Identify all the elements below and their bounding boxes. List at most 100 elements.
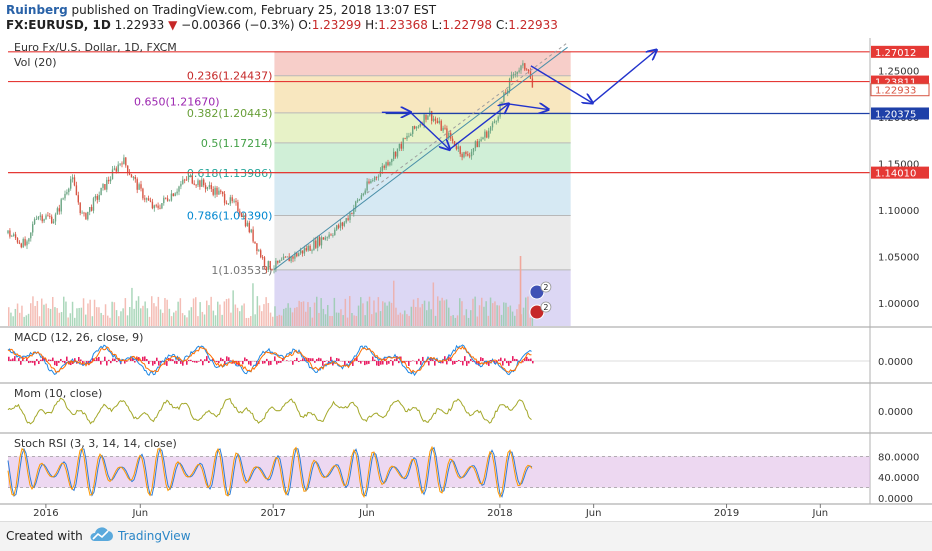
- tradingview-brand[interactable]: TradingView: [118, 529, 191, 543]
- volume-bar: [182, 313, 184, 326]
- volume-bar: [446, 299, 448, 326]
- candle-body: [359, 199, 360, 200]
- candle-body: [513, 74, 514, 75]
- candle-body: [520, 66, 521, 71]
- volume-bar: [397, 315, 399, 326]
- candle-body: [330, 235, 331, 236]
- candle-body: [423, 115, 424, 125]
- candle-body: [178, 186, 179, 191]
- candle-body: [108, 180, 109, 181]
- candle-body: [511, 75, 512, 79]
- volume-bar: [263, 304, 265, 326]
- volume-bar: [393, 281, 395, 326]
- macd-histogram-bar: [274, 356, 276, 361]
- volume-bar: [499, 305, 501, 326]
- macd-histogram-bar: [62, 361, 64, 362]
- volume-bar: [433, 282, 435, 326]
- volume-bar: [248, 318, 250, 326]
- candle-body: [404, 138, 405, 139]
- candle-body: [346, 218, 347, 222]
- candle-body: [365, 191, 366, 194]
- candle-body: [80, 202, 81, 213]
- candle-body: [328, 235, 329, 238]
- volume-bar: [254, 314, 256, 326]
- candle-body: [387, 162, 388, 165]
- macd-histogram-bar: [376, 361, 378, 365]
- high-value: 1.23368: [378, 18, 428, 32]
- candle-body: [397, 148, 398, 156]
- candle-body: [95, 196, 96, 198]
- macd-histogram-bar: [190, 360, 192, 361]
- volume-bar: [314, 303, 316, 326]
- candle-body: [213, 189, 214, 195]
- volume-bar: [336, 313, 338, 326]
- volume-bar: [408, 316, 410, 326]
- volume-bar: [138, 296, 140, 326]
- macd-histogram-bar: [66, 357, 68, 361]
- fib-level-label: 0.236(1.24437): [187, 70, 273, 83]
- volume-bar: [290, 308, 292, 326]
- candle-body: [306, 248, 307, 250]
- macd-histogram-bar: [38, 361, 40, 364]
- volume-bar: [59, 313, 61, 326]
- candle-body: [528, 70, 529, 71]
- volume-bar: [246, 318, 248, 326]
- candle-body: [271, 269, 272, 270]
- volume-bar: [129, 307, 131, 326]
- candle-body: [317, 237, 318, 248]
- volume-bar: [237, 308, 239, 326]
- macd-histogram-bar: [526, 357, 528, 361]
- time-axis-tick: Jun: [131, 508, 148, 519]
- candle-body: [19, 242, 20, 243]
- volume-bar: [140, 308, 142, 326]
- volume-bar: [45, 304, 47, 326]
- macd-histogram-bar: [298, 361, 300, 362]
- time-axis-tick: 2017: [260, 508, 285, 519]
- volume-bar: [481, 298, 483, 326]
- volume-bar: [30, 303, 32, 326]
- volume-bar: [525, 298, 527, 326]
- time-axis-tick: Jun: [358, 508, 375, 519]
- tradingview-cloud-icon[interactable]: [88, 527, 114, 543]
- volume-bar: [510, 306, 512, 326]
- candle-body: [83, 213, 84, 214]
- candle-body: [433, 119, 434, 121]
- volume-bar: [331, 316, 333, 326]
- candle-body: [313, 241, 314, 251]
- candle-body: [380, 171, 381, 177]
- volume-bar: [369, 297, 371, 326]
- candle-body: [99, 195, 100, 200]
- candle-body: [51, 217, 52, 224]
- candle-body: [233, 201, 234, 202]
- candle-body: [479, 141, 480, 147]
- author-name[interactable]: Ruinberg: [6, 3, 68, 17]
- macd-histogram-bar: [406, 361, 408, 362]
- volume-bar: [312, 318, 314, 326]
- volume-bar: [87, 303, 89, 326]
- macd-histogram-bar: [242, 361, 244, 364]
- candle-body: [81, 213, 82, 214]
- volume-bar: [373, 300, 375, 326]
- volume-bar: [43, 305, 45, 326]
- candle-body: [62, 198, 63, 199]
- candle-body: [49, 216, 50, 217]
- volume-bar: [41, 299, 43, 326]
- macd-histogram-bar: [360, 361, 362, 364]
- candle-body: [252, 230, 253, 242]
- volume-bar: [474, 297, 476, 326]
- candle-body: [36, 219, 37, 220]
- candle-body: [114, 168, 115, 169]
- candle-body: [230, 197, 231, 203]
- volume-bar: [153, 303, 155, 326]
- price-axis-tick: 1.00000: [878, 299, 919, 310]
- candle-body: [357, 200, 358, 202]
- volume-bar: [232, 290, 234, 326]
- volume-bar: [15, 309, 16, 326]
- volume-bar: [292, 312, 294, 326]
- candle-body: [298, 253, 299, 256]
- candle-body: [418, 127, 419, 128]
- volume-bar: [149, 317, 151, 326]
- volume-bar: [17, 304, 19, 326]
- chart-area[interactable]: 0.236(1.24437)0.382(1.20443)0.5(1.17214)…: [0, 34, 932, 521]
- volume-bar: [294, 308, 296, 326]
